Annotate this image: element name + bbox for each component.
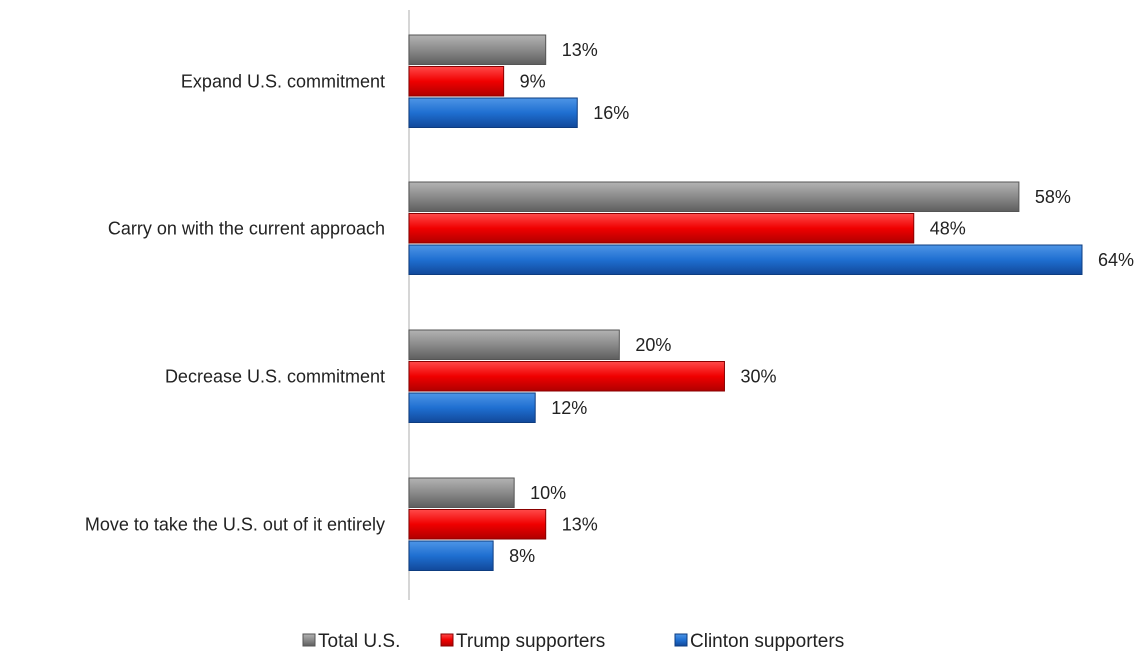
- bars-group: [408, 34, 1083, 571]
- value-label-clinton-supporters-2: 64%: [1098, 250, 1134, 270]
- legend-label-total-u-s: Total U.S.: [318, 631, 400, 652]
- legend: Total U.S. Trump supporters Clinton suppor…: [302, 631, 844, 652]
- value-label-total-u-s-4: 10%: [530, 483, 566, 503]
- value-label-clinton-supporters-4: 8%: [509, 546, 535, 566]
- value-label-trump-supporters-3: 30%: [740, 366, 776, 386]
- value-label-trump-supporters-2: 48%: [930, 218, 966, 238]
- value-label-trump-supporters-1: 9%: [520, 71, 546, 91]
- category-labels: Expand U.S. commitment Carry on with the …: [85, 71, 385, 534]
- bar-total-u-s-2: [408, 181, 1020, 212]
- value-label-trump-supporters-4: 13%: [562, 514, 598, 534]
- bar-clinton-supporters-2: [408, 244, 1083, 275]
- category-label-2: Carry on with the current approach: [108, 218, 385, 238]
- value-label-total-u-s-3: 20%: [635, 335, 671, 355]
- value-label-total-u-s-1: 13%: [562, 40, 598, 60]
- legend-swatch-trump-supporters: [440, 633, 454, 647]
- value-label-total-u-s-2: 58%: [1035, 187, 1071, 207]
- bar-total-u-s-4: [408, 477, 515, 508]
- bar-total-u-s-3: [408, 329, 620, 360]
- bar-clinton-supporters-3: [408, 392, 536, 423]
- value-label-clinton-supporters-1: 16%: [593, 103, 629, 123]
- category-label-3: Decrease U.S. commitment: [165, 366, 385, 386]
- value-label-clinton-supporters-3: 12%: [551, 398, 587, 418]
- bar-clinton-supporters-1: [408, 97, 578, 128]
- legend-label-clinton-supporters: Clinton supporters: [690, 631, 844, 652]
- legend-swatch-total-u-s: [302, 633, 316, 647]
- category-label-4: Move to take the U.S. out of it entirely: [85, 514, 385, 534]
- category-label-1: Expand U.S. commitment: [181, 71, 385, 91]
- bar-clinton-supporters-4: [408, 540, 494, 571]
- bar-trump-supporters-2: [408, 213, 915, 244]
- value-labels: 13% 9% 16% 58% 48% 64% 20% 30% 12% 10% 13% 8%: [509, 40, 1134, 566]
- bar-total-u-s-1: [408, 34, 547, 65]
- bar-trump-supporters-3: [408, 361, 725, 392]
- bar-trump-supporters-4: [408, 509, 547, 540]
- bar-trump-supporters-1: [408, 66, 505, 97]
- legend-swatch-clinton-supporters: [674, 633, 688, 647]
- legend-label-trump-supporters: Trump supporters: [456, 631, 605, 652]
